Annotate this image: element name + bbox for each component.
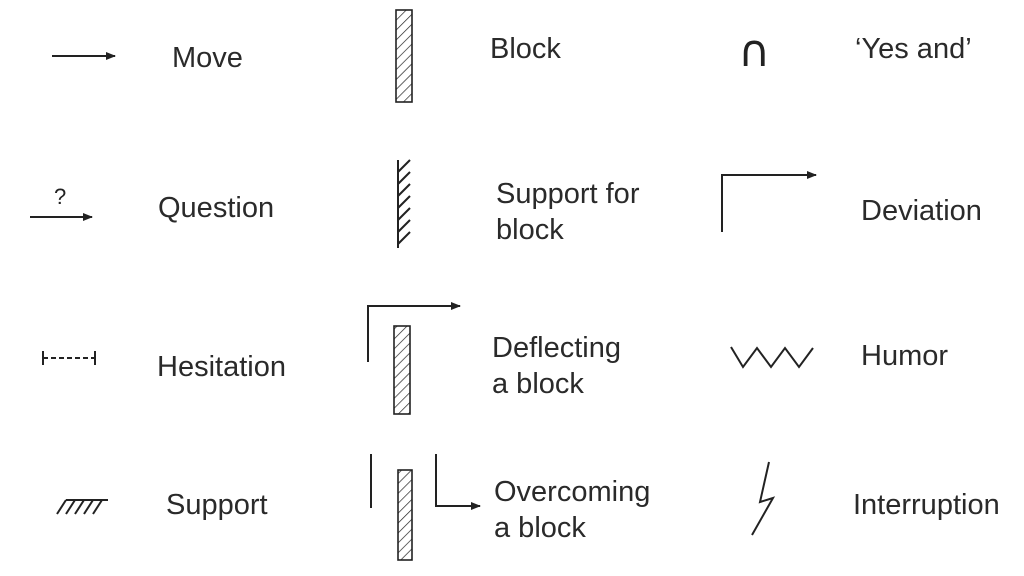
label-deviation: Deviation	[861, 195, 982, 227]
deviation-icon	[721, 171, 817, 232]
label-overcoming-a-block: Overcoming a block	[494, 474, 650, 546]
label-hesitation: Hesitation	[157, 351, 286, 383]
label-humor: Humor	[861, 340, 949, 372]
label-deflecting-line2: a block	[492, 368, 584, 400]
interruption-lightning-icon	[751, 461, 776, 536]
label-deflecting-line1: Deflecting	[492, 332, 621, 364]
label-overcoming-line1: Overcoming	[494, 476, 651, 508]
label-support: Support	[166, 489, 268, 521]
label-interruption: Interruption	[853, 489, 1000, 521]
label-overcoming-line2: a block	[494, 512, 586, 544]
support-for-block-icon	[397, 159, 411, 248]
deflecting-block-icon	[367, 302, 461, 415]
yes-and-symbol: ∩	[738, 26, 770, 77]
label-support-for-block-line2: block	[496, 214, 564, 246]
label-move: Move	[172, 42, 243, 74]
label-question: Question	[158, 192, 275, 224]
block-icon	[395, 9, 413, 103]
question-arrow-icon: ?	[30, 184, 93, 221]
label-support-for-block-line1: Support for	[496, 178, 640, 210]
overcoming-block-icon	[370, 454, 481, 561]
yes-and-icon: ∩	[738, 26, 770, 77]
label-support-for-block: Support for block	[496, 176, 639, 248]
question-mark: ?	[54, 184, 66, 209]
label-yes-and: ‘Yes and’	[855, 33, 972, 65]
label-deflecting-a-block: Deflecting a block	[492, 330, 621, 402]
hesitation-dashed-icon	[42, 351, 96, 365]
humor-zigzag-icon	[730, 346, 814, 369]
label-block: Block	[490, 33, 561, 65]
support-hatch-icon	[56, 499, 108, 515]
